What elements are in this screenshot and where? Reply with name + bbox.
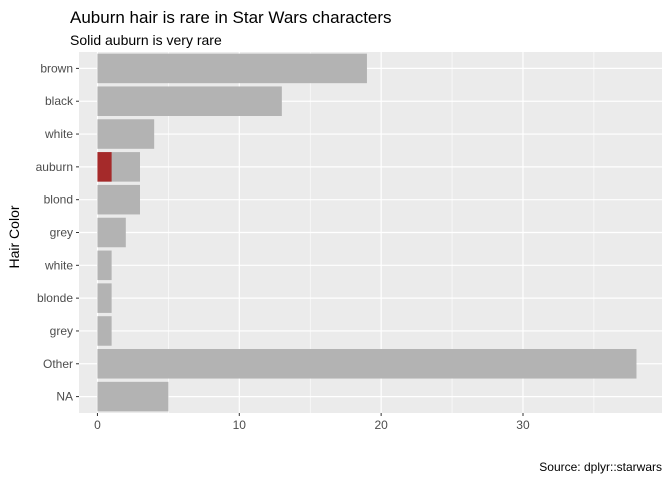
y-tick-label: grey — [50, 324, 73, 338]
y-tick-label: Other — [43, 357, 73, 371]
bar-na — [97, 381, 169, 412]
y-tick-label: brown — [40, 61, 73, 75]
bar-white — [97, 119, 155, 149]
y-tick-label: blonde — [37, 291, 73, 305]
bar-black — [97, 86, 282, 116]
chart-caption: Source: dplyr::starwars — [539, 460, 662, 474]
bar-brown — [97, 53, 367, 84]
y-tick-label: white — [44, 127, 73, 141]
bar-highlight-auburn — [97, 152, 112, 182]
y-tick-label: blond — [44, 193, 73, 207]
y-tick-label: auburn — [36, 160, 73, 174]
x-axis: 0 10 20 30 — [94, 413, 530, 432]
bar-white — [97, 250, 112, 281]
bar-blonde — [97, 283, 112, 313]
x-tick-label: 30 — [516, 418, 530, 432]
bar-other — [97, 349, 637, 379]
bar-grey — [97, 316, 112, 346]
y-tick-label: NA — [56, 390, 73, 404]
bars — [97, 53, 637, 412]
y-tick-label: black — [45, 94, 74, 108]
bar-blond — [97, 184, 140, 215]
x-tick-label: 0 — [94, 418, 101, 432]
y-axis: brown black white auburn blond grey white blond… — [36, 61, 79, 404]
x-tick-label: 20 — [374, 418, 388, 432]
bar-grey — [97, 217, 126, 248]
chart-title: Auburn hair is rare in Star Wars charact… — [70, 8, 392, 27]
y-tick-label: white — [44, 258, 73, 272]
y-tick-label: grey — [50, 226, 73, 240]
x-tick-label: 10 — [233, 418, 247, 432]
y-axis-label: Hair Color — [6, 205, 22, 268]
chart-subtitle: Solid auburn is very rare — [70, 32, 222, 48]
